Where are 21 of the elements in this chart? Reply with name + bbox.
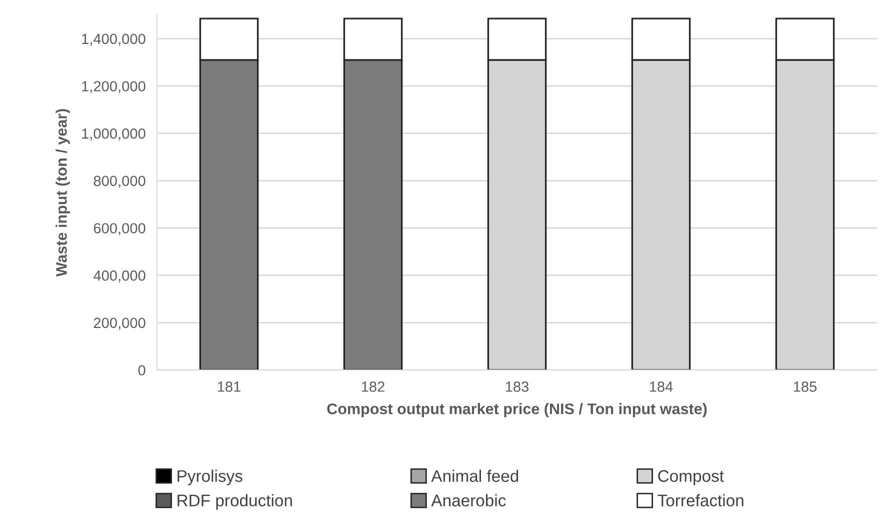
x-tick-label: 183	[506, 381, 529, 392]
y-axis-title: Waste input (ton / year)	[56, 109, 70, 277]
y-tick-label: 800,000	[94, 176, 146, 188]
x-axis-title: Compost output market price (NIS / Ton input waste)	[327, 403, 707, 418]
x-tick-label: 185	[794, 381, 817, 392]
legend-label: Animal feed	[431, 470, 518, 482]
x-tick-label: 184	[650, 381, 673, 392]
legend-label: RDF production	[178, 494, 292, 510]
legend-label: Compost	[658, 470, 724, 486]
y-tick-label: 400,000	[94, 270, 146, 282]
x-tick-label: 182	[362, 381, 384, 392]
y-tick-label: 0	[138, 365, 146, 376]
x-tick-label: 181	[218, 381, 240, 392]
y-tick-label: 1,000,000	[82, 128, 146, 140]
legend-label: Anaerobic	[431, 494, 506, 506]
y-tick-label: 1,200,000	[82, 81, 146, 94]
legend-label: Pyrolisys	[178, 470, 242, 486]
legend-label: Torrefaction	[658, 494, 744, 506]
y-tick-label: 1,400,000	[82, 34, 146, 46]
y-tick-label: 200,000	[94, 318, 146, 330]
y-tick-label: 600,000	[94, 223, 146, 236]
